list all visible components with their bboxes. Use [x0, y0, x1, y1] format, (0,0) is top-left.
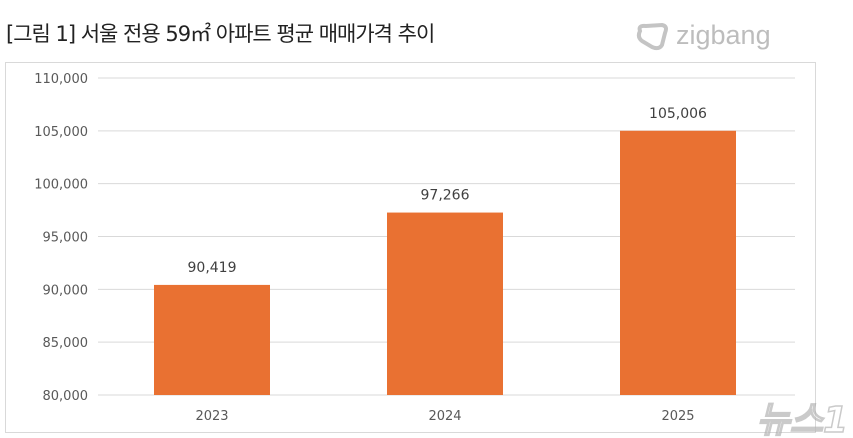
bar — [387, 212, 503, 395]
y-tick-label: 80,000 — [43, 389, 89, 404]
chart-title: [그림 1] 서울 전용 59㎡ 아파트 평균 매매가격 추이 — [6, 22, 435, 46]
data-label: 97,266 — [421, 188, 470, 204]
logo-text: zigbang — [676, 20, 771, 50]
y-tick-label: 100,000 — [34, 178, 88, 193]
y-tick-label: 85,000 — [43, 336, 89, 351]
data-label: 90,419 — [188, 260, 237, 276]
y-tick-label: 105,000 — [34, 125, 88, 140]
bar — [620, 130, 736, 395]
bar — [154, 284, 270, 395]
data-label: 105,006 — [649, 106, 707, 122]
zigbang-logo: zigbang — [634, 20, 771, 51]
x-tick-label: 2025 — [661, 409, 694, 424]
zigbang-logo-icon — [636, 22, 668, 50]
x-tick-label: 2023 — [195, 409, 228, 424]
x-tick-label: 2024 — [428, 409, 461, 424]
y-tick-label: 90,000 — [43, 283, 89, 298]
y-tick-label: 110,000 — [34, 72, 88, 87]
watermark: 뉴스1 — [757, 400, 848, 438]
y-tick-label: 95,000 — [43, 231, 89, 246]
